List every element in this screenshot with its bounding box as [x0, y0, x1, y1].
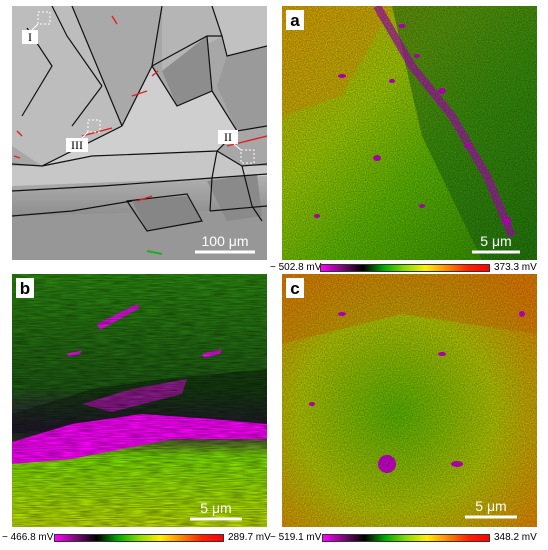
scale-label-b: 5 μm	[200, 500, 231, 516]
region-box-i	[37, 11, 51, 25]
micrograph-overview-panel: I III II 100 μm	[12, 6, 267, 260]
potential-map-b: b 5 μm	[12, 274, 267, 527]
panel-letter-a: a	[290, 11, 300, 30]
region-box-iii	[87, 119, 101, 133]
potential-map-c: c 5 μm	[282, 274, 537, 527]
panel-letter-c: c	[290, 279, 299, 298]
colorbar-c-min: − 519.1 mV	[270, 532, 322, 543]
region-box-ii	[240, 149, 255, 164]
colorbar-c-max: 348.2 mV	[494, 532, 537, 543]
colorbar-b-max: 289.7 mV	[228, 532, 271, 543]
scale-label-c: 5 μm	[475, 498, 506, 514]
colorbar-c	[322, 534, 490, 542]
colorbar-a-max: 373.3 mV	[494, 262, 537, 273]
potential-map-a: a 5 μm	[282, 6, 537, 260]
kpfm-map-b-panel: b 5 μm	[12, 274, 267, 527]
region-label-iii: III	[71, 138, 83, 152]
colorbar-b-min: − 466.8 mV	[2, 532, 54, 543]
kpfm-map-a-panel: a 5 μm	[282, 6, 537, 260]
scale-label-overview: 100 μm	[202, 233, 249, 249]
region-label-ii: II	[224, 130, 232, 144]
region-label-i: I	[28, 30, 32, 44]
colorbar-a-min: − 502.8 mV	[270, 262, 322, 273]
scale-label-a: 5 μm	[480, 233, 511, 249]
colorbar-b	[54, 534, 224, 542]
colorbar-a	[320, 264, 490, 272]
kpfm-map-c-panel: c 5 μm	[282, 274, 537, 527]
panel-letter-b: b	[20, 279, 30, 298]
micrograph-image: I III II 100 μm	[12, 6, 267, 260]
